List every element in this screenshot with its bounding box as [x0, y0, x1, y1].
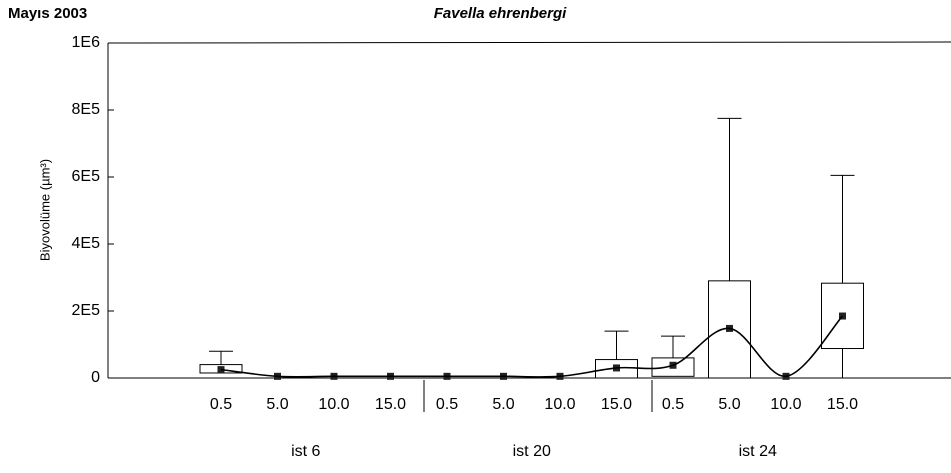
y-tick-label: 4E5	[72, 235, 101, 252]
group-label: ist 20	[513, 443, 551, 460]
x-tick-label: 15.0	[375, 396, 406, 413]
y-tick-label: 2E5	[72, 302, 101, 319]
x-tick-label: 0.5	[210, 396, 232, 413]
box	[708, 280, 751, 379]
corner-label: Mayıs 2003	[8, 5, 87, 22]
x-tick-label: 5.0	[266, 396, 288, 413]
y-tick-label: 6E5	[72, 168, 101, 185]
x-tick-label: 5.0	[492, 396, 514, 413]
y-tick-label: 1E6	[72, 34, 101, 51]
smooth-line	[220, 315, 844, 378]
x-tick-label: 10.0	[544, 396, 575, 413]
x-tick-label: 15.0	[601, 396, 632, 413]
x-tick-label: 0.5	[436, 396, 458, 413]
group-label: ist 24	[739, 443, 777, 460]
group-label: ist 6	[291, 443, 320, 460]
top-frame	[107, 41, 951, 44]
box	[651, 357, 695, 377]
chart-title: Favella ehrenbergi	[434, 5, 567, 22]
y-tick-label: 0	[91, 369, 100, 386]
x-tick-label: 5.0	[718, 396, 740, 413]
x-tick-label: 10.0	[770, 396, 801, 413]
x-tick-label: 0.5	[662, 396, 684, 413]
x-tick-label: 15.0	[827, 396, 858, 413]
y-axis-label: Biyovolüme (µm³)	[37, 159, 52, 261]
x-tick-label: 10.0	[318, 396, 349, 413]
y-tick-label: 8E5	[72, 101, 101, 118]
box	[821, 282, 864, 350]
